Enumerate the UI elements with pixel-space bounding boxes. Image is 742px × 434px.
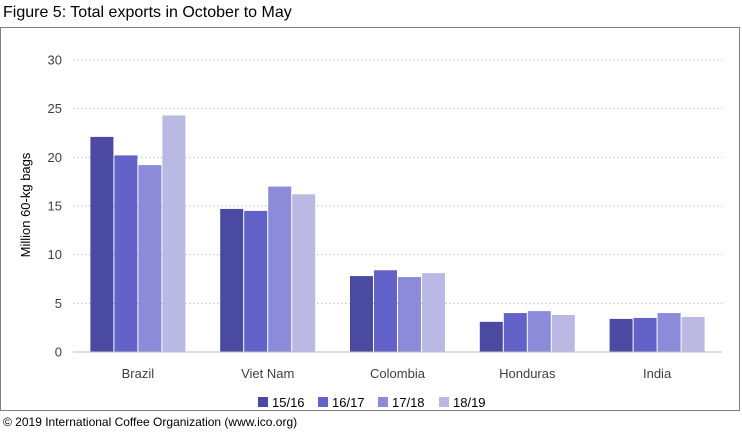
legend: 15/16 16/17 17/18 18/19 — [258, 395, 486, 410]
bar — [292, 194, 316, 352]
x-category-label: Viet Nam — [241, 366, 294, 381]
bar — [162, 115, 186, 352]
legend-label: 15/16 — [272, 395, 305, 410]
y-tick-label: 5 — [55, 296, 62, 311]
figure-title: Figure 5: Total exports in October to Ma… — [3, 4, 292, 21]
bar — [90, 136, 114, 352]
bar — [551, 315, 575, 352]
bar — [503, 313, 527, 352]
y-tick-label: 30 — [48, 53, 62, 68]
bar — [479, 321, 503, 352]
bar — [114, 155, 138, 352]
bar — [220, 208, 244, 352]
bar — [398, 277, 421, 352]
y-axis-title: Million 60-kg bags — [18, 152, 33, 257]
bar — [609, 318, 633, 352]
x-category-label: India — [643, 366, 672, 381]
bar — [138, 165, 162, 352]
legend-label: 18/19 — [453, 395, 486, 410]
y-tick-label: 15 — [48, 199, 62, 214]
y-tick-label: 10 — [48, 247, 62, 262]
bar — [374, 270, 397, 352]
legend-label: 17/18 — [392, 395, 425, 410]
x-category-label: Honduras — [499, 366, 556, 381]
bars — [90, 115, 705, 352]
y-tick-label: 20 — [48, 150, 62, 165]
bar — [527, 311, 551, 352]
y-axis-ticks: 0 5 10 15 20 25 30 — [48, 53, 62, 360]
bar — [350, 276, 373, 352]
bar — [633, 317, 657, 352]
x-axis-categories: Brazil Viet Nam Colombia Honduras India — [122, 366, 672, 381]
legend-swatch — [258, 397, 268, 407]
bar — [681, 316, 705, 352]
bar — [657, 313, 681, 352]
copyright-note: © 2019 International Coffee Organization… — [3, 415, 298, 429]
x-category-label: Brazil — [122, 366, 155, 381]
legend-swatch — [378, 397, 388, 407]
legend-swatch — [318, 397, 328, 407]
chart-frame — [0, 27, 740, 411]
y-tick-label: 0 — [55, 345, 62, 360]
bar — [268, 186, 292, 352]
legend-label: 16/17 — [332, 395, 365, 410]
y-tick-label: 25 — [48, 101, 62, 116]
legend-swatch — [439, 397, 449, 407]
bar — [244, 210, 268, 352]
bar — [422, 273, 445, 352]
x-category-label: Colombia — [370, 366, 426, 381]
